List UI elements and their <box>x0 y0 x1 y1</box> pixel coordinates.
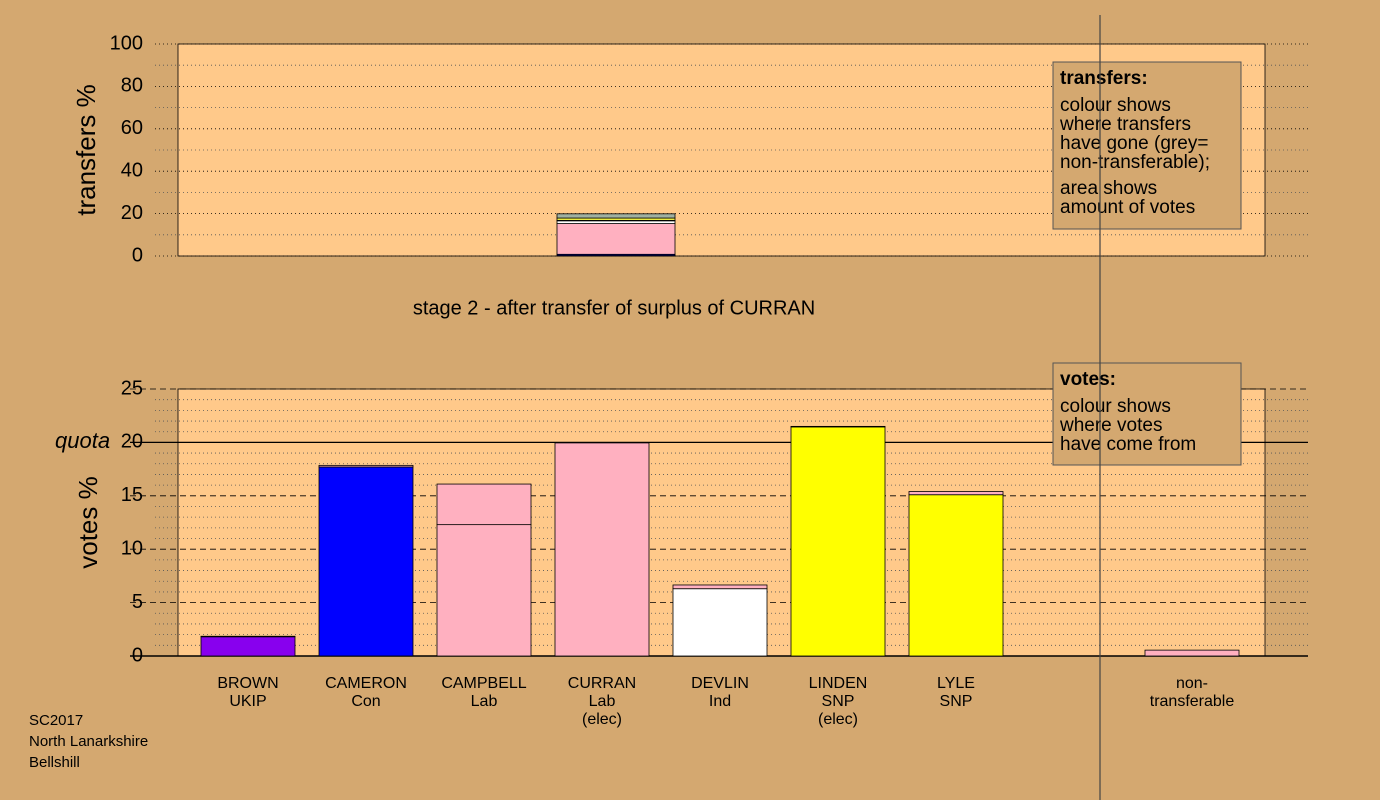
bar-segment <box>908 494 1004 657</box>
annotation-box <box>1052 362 1242 466</box>
x-tick-label: DEVLIN <box>691 675 749 692</box>
footer-text: Bellshill <box>29 754 80 771</box>
bar-segment <box>554 442 650 657</box>
y-tick-label: 0 <box>132 244 143 266</box>
y-tick-label: 80 <box>121 75 143 97</box>
bar-segment <box>436 524 532 657</box>
x-tick-label: (elec) <box>582 711 622 728</box>
annotation-text: where transfers <box>1059 114 1191 135</box>
y-tick-label: 100 <box>110 32 143 54</box>
x-tick-label: LINDEN <box>809 675 868 692</box>
annotation-text: colour shows <box>1060 95 1171 116</box>
bar-segment <box>200 636 296 657</box>
bar-segment <box>672 584 768 590</box>
footer-text: SC2017 <box>29 712 83 729</box>
bar-segment <box>1144 649 1240 657</box>
x-tick-label: LYLE <box>937 675 975 692</box>
y-tick-label: 60 <box>121 117 143 139</box>
annotation-text: amount of votes <box>1060 197 1195 218</box>
annotation-text: where votes <box>1059 415 1162 436</box>
x-tick-label: Con <box>351 693 380 710</box>
bar-segment <box>436 483 532 526</box>
y-tick-label: 5 <box>132 591 143 613</box>
y-tick-label: 40 <box>121 159 143 181</box>
x-tick-label: CURRAN <box>568 675 636 692</box>
bar-segment <box>318 464 414 468</box>
annotation-text: area shows <box>1060 178 1157 199</box>
bar-segment <box>556 213 676 219</box>
bar-segment <box>672 588 768 657</box>
y-tick-label: 20 <box>121 431 143 453</box>
x-tick-label: Lab <box>589 693 616 710</box>
x-tick-label: Lab <box>471 693 498 710</box>
y-tick-label: 15 <box>121 484 143 506</box>
x-tick-label: non- <box>1176 675 1208 692</box>
annotation-text: have gone (grey= <box>1060 133 1208 154</box>
annotation-text: non-transferable); <box>1060 152 1210 173</box>
x-tick-label: UKIP <box>229 693 266 710</box>
bar-segment <box>200 635 296 638</box>
x-tick-label: SNP <box>822 693 855 710</box>
x-tick-label: (elec) <box>818 711 858 728</box>
x-tick-label: CAMERON <box>325 675 407 692</box>
y-axis-label: votes % <box>73 476 103 569</box>
y-tick-label: 20 <box>121 202 143 224</box>
bar-segment <box>556 220 676 224</box>
bar-segment <box>790 426 886 657</box>
annotation-text: have come from <box>1060 434 1196 455</box>
stage-caption: stage 2 - after transfer of surplus of C… <box>413 297 815 319</box>
x-tick-label: CAMPBELL <box>441 675 526 692</box>
x-tick-label: SNP <box>940 693 973 710</box>
annotation-heading: votes: <box>1060 369 1116 390</box>
x-tick-label: Ind <box>709 693 731 710</box>
bar-segment <box>556 223 676 255</box>
bar-segment <box>908 491 1004 496</box>
bar-segment <box>318 466 414 657</box>
annotation-box <box>1052 61 1242 230</box>
x-tick-label: transferable <box>1150 693 1235 710</box>
y-axis-label: transfers % <box>71 84 101 216</box>
x-tick-label: BROWN <box>217 675 278 692</box>
y-tick-label: 25 <box>121 377 143 399</box>
bar-segment <box>790 425 886 428</box>
footer-text: North Lanarkshire <box>29 733 148 750</box>
y-tick-label: 10 <box>121 537 143 559</box>
quota-label: quota <box>55 428 110 453</box>
annotation-text: colour shows <box>1060 396 1171 417</box>
annotation-heading: transfers: <box>1060 68 1148 89</box>
